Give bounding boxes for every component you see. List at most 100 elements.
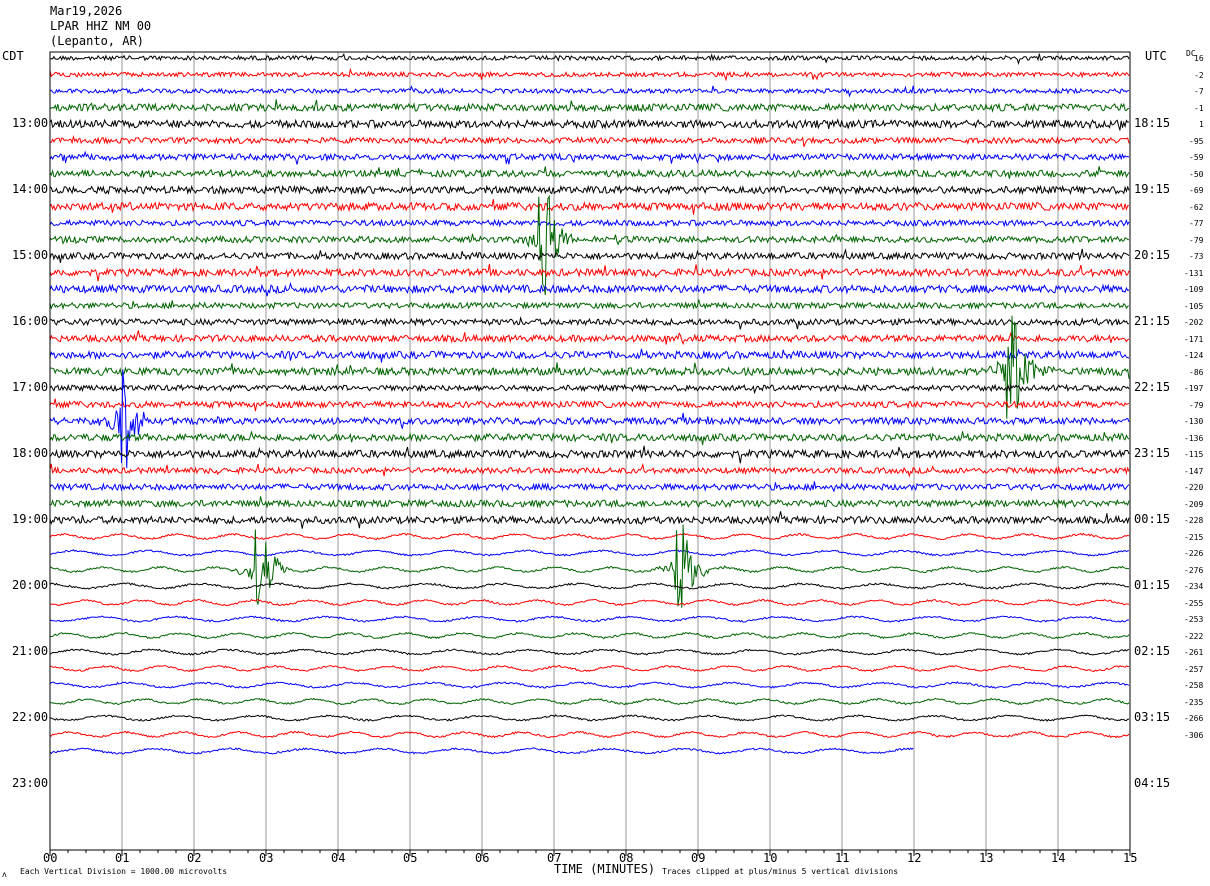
trace-line (49, 53, 1130, 65)
trace-line (49, 462, 1130, 478)
x-tick-label: 01 (115, 851, 130, 865)
dc-offset-label: -115 (1184, 450, 1204, 459)
right-hour-label: 23:15 (1134, 446, 1171, 460)
trace-line (49, 714, 1130, 722)
trace-line (49, 582, 1130, 590)
x-tick-label: 08 (619, 851, 634, 865)
dc-offset-label: -209 (1184, 499, 1204, 509)
left-hour-label: 19:00 (12, 512, 49, 526)
trace-line (49, 747, 914, 755)
dc-offset-label: -79 (1189, 400, 1204, 410)
right-hour-label: 21:15 (1134, 314, 1171, 328)
dc-offset-label: -7 (1194, 87, 1204, 96)
trace-line (49, 134, 1130, 148)
left-hour-label: 18:00 (12, 446, 49, 460)
trace-line (50, 85, 1130, 98)
dc-offset-label: -105 (1184, 301, 1204, 311)
trace-line (49, 166, 1130, 179)
trace-line (49, 348, 1130, 363)
dc-offset-label: -131 (1184, 268, 1204, 278)
dc-offset-label: -95 (1189, 136, 1204, 146)
x-tick-label: 06 (475, 851, 490, 865)
x-tick-label: 03 (259, 851, 274, 865)
trace-line (49, 263, 1130, 282)
trace-line (49, 524, 1130, 608)
trace-line (50, 315, 1130, 419)
trace-line (49, 697, 1130, 706)
x-tick-label: 04 (331, 851, 346, 865)
left-hour-label: 15:00 (12, 248, 49, 262)
dc-offset-label: -266 (1184, 714, 1204, 723)
left-hour-label: 22:00 (12, 710, 49, 724)
trace-line (49, 218, 1130, 228)
right-hour-label: 19:15 (1134, 182, 1171, 196)
right-hour-label: 02:15 (1134, 644, 1171, 658)
dc-offset-label: -257 (1184, 664, 1204, 674)
x-tick-label: 02 (187, 851, 202, 865)
footer-clip-note: Traces clipped at plus/minus 5 vertical … (662, 867, 899, 876)
trace-line (49, 445, 1130, 464)
x-tick-label: 15 (1123, 851, 1138, 865)
dc-offset-label: -171 (1184, 334, 1204, 344)
dc-offset-label: -1 (1194, 103, 1204, 113)
dc-offset-label: -276 (1184, 565, 1204, 575)
x-tick-label: 09 (691, 851, 706, 865)
trace-line (49, 496, 1130, 509)
left-hour-label: 21:00 (12, 644, 49, 658)
trace-line (49, 281, 1130, 297)
x-axis-label: TIME (MINUTES) (554, 862, 656, 876)
dc-offset-label: -234 (1184, 582, 1204, 591)
dc-offset-label: -202 (1184, 318, 1204, 327)
dc-label: DC (1186, 49, 1196, 58)
header-station: LPAR HHZ NM 00 (50, 19, 152, 33)
trace-line (49, 67, 1130, 82)
trace-line (49, 532, 1130, 541)
dc-offset-label: -261 (1184, 648, 1204, 657)
dc-offset-label: -255 (1184, 598, 1204, 608)
trace-line (49, 118, 1130, 131)
trace-line (49, 316, 1130, 330)
dc-offset-label: -235 (1184, 697, 1204, 707)
dc-offset-label: -124 (1184, 351, 1204, 360)
dc-offset-label: -73 (1189, 252, 1204, 261)
corner-mark: ʌ (2, 870, 7, 879)
right-hour-label: 03:15 (1134, 710, 1171, 724)
dc-offset-label: -220 (1184, 483, 1204, 492)
dc-offset-label: -50 (1189, 169, 1204, 179)
trace-line (49, 730, 1130, 739)
dc-offset-label: -197 (1184, 384, 1204, 393)
trace-line (49, 430, 1130, 445)
trace-line (49, 615, 1130, 623)
trace-line (49, 511, 1130, 529)
trace-line (49, 481, 1130, 493)
header-date: Mar19,2026 (50, 4, 123, 18)
dc-offset-label: 16 (1194, 54, 1204, 63)
trace-line (49, 398, 1130, 412)
dc-offset-label: -109 (1184, 285, 1204, 294)
x-tick-label: 07 (547, 851, 562, 865)
right-hour-label: 00:15 (1134, 512, 1171, 526)
dc-offset-label: -79 (1189, 235, 1204, 245)
trace-line (49, 598, 1130, 607)
trace-line (49, 99, 1130, 113)
dc-offset-label: -258 (1184, 681, 1204, 690)
left-timezone-label: CDT (2, 49, 24, 63)
dc-offset-label: -59 (1189, 153, 1204, 162)
x-tick-label: 12 (907, 851, 922, 865)
trace-line (49, 194, 1130, 295)
right-hour-label: 18:15 (1134, 116, 1171, 130)
trace-line (50, 631, 1130, 640)
right-hour-label: 04:15 (1134, 776, 1171, 790)
dc-offset-label: -228 (1184, 516, 1204, 525)
dc-offset-label: 1 (1199, 120, 1204, 129)
left-hour-label: 23:00 (12, 776, 49, 790)
trace-line (49, 150, 1130, 165)
footer-scale-note: Each Vertical Division = 1000.00 microvo… (20, 867, 228, 876)
dc-offset-label: -136 (1184, 433, 1204, 443)
dc-offset-label: -253 (1184, 615, 1204, 624)
x-tick-label: 05 (403, 851, 418, 865)
trace-line (49, 383, 1130, 395)
trace-line (49, 199, 1130, 215)
dc-offset-label: -226 (1184, 549, 1204, 558)
